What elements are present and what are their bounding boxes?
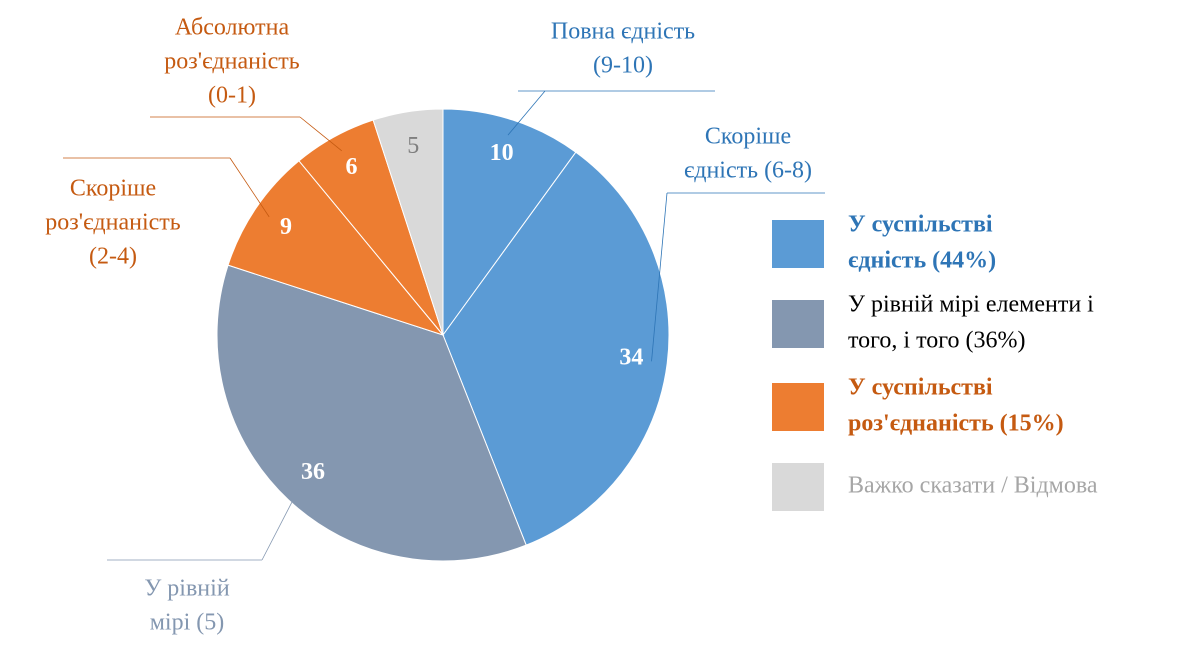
leader-line: [229, 157, 270, 218]
leader-line: [651, 192, 668, 362]
value-label: 36: [301, 459, 325, 485]
slice-label: У рівній: [144, 576, 230, 602]
slice-label: (9-10): [593, 53, 653, 79]
value-label: 6: [346, 154, 358, 180]
legend-swatch: [772, 220, 824, 268]
legend-swatch: [772, 383, 824, 431]
leader-line: [261, 488, 300, 561]
legend-label: У суспільстві: [848, 375, 993, 401]
legend-label: У рівній мірі елементи і: [848, 292, 1094, 318]
legend-label: того, і того (36%): [848, 328, 1025, 354]
legend-label: єдність (44%): [848, 248, 996, 274]
pie-slice: [442, 108, 577, 337]
legend-label: У суспільстві: [848, 212, 993, 238]
slice-label: Абсолютна: [175, 15, 290, 41]
value-label: 9: [280, 214, 292, 240]
slice-label: (2-4): [89, 244, 137, 270]
slice-label: Повна єдність: [551, 19, 695, 45]
pie-slice: [216, 264, 527, 562]
leader-line: [299, 116, 342, 152]
pie-slice: [227, 160, 445, 337]
slice-label: Скоріше: [70, 176, 156, 202]
legend-label: роз'єднаність (15%): [848, 411, 1064, 437]
value-label: 5: [407, 133, 419, 159]
legend-label: Важко сказати / Відмова: [848, 473, 1098, 499]
value-label: 10: [490, 140, 514, 166]
slice-label: єдність (6-8): [684, 158, 812, 184]
slice-label: роз'єднаність: [164, 49, 299, 75]
leader-line: [507, 90, 546, 136]
legend-swatch: [772, 300, 824, 348]
pie-slice: [372, 108, 444, 336]
slice-label: (0-1): [208, 83, 256, 109]
pie-slice: [442, 151, 670, 546]
legend-swatch: [772, 463, 824, 511]
value-label: 34: [619, 344, 643, 370]
slice-label: роз'єднаність: [45, 210, 180, 236]
slice-label: мірі (5): [150, 610, 225, 636]
slice-label: Скоріше: [705, 124, 791, 150]
